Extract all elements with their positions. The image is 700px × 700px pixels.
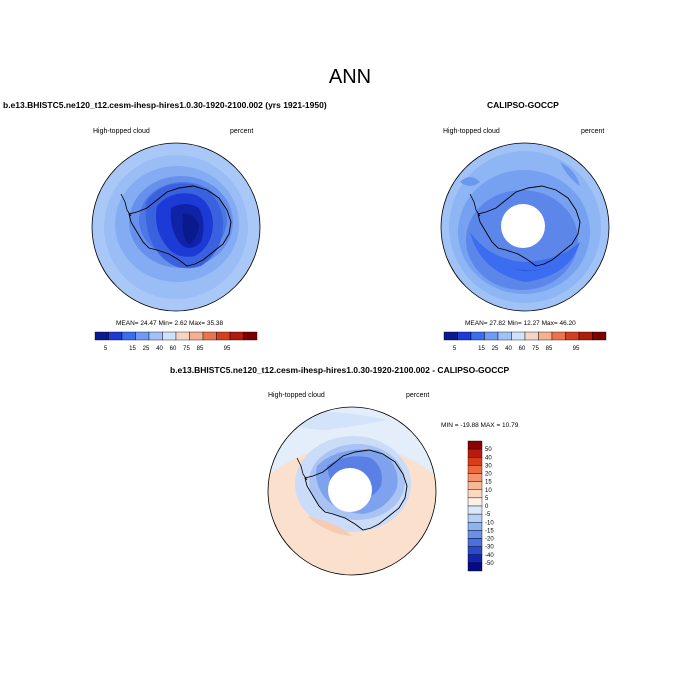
colorbar-tick-label: -20 [485, 537, 494, 543]
colorbar-swatch [467, 522, 483, 531]
colorbar-swatch [538, 331, 553, 341]
colorbar-swatch [135, 331, 150, 341]
colorbar-swatch [551, 331, 566, 341]
colorbar-tick-label: 10 [485, 488, 492, 494]
difference-case-title: b.e13.BHISTC5.ne120_t12.cesm-ihesp-hires… [170, 365, 510, 375]
colorbar-tick-label: 60 [519, 346, 526, 352]
colorbar-tick-label: 75 [183, 346, 190, 352]
colorbar-swatch [243, 331, 258, 341]
colorbar-swatch [108, 331, 123, 341]
colorbar-swatch [467, 546, 483, 555]
colorbar-tick-label: 5 [453, 346, 457, 352]
colorbar-swatch [497, 331, 512, 341]
colorbar-tick-label: 60 [170, 346, 177, 352]
variable-label: High-topped cloud [268, 392, 325, 399]
colorbar-swatch [524, 331, 539, 341]
colorbar-tick-label: -10 [485, 520, 494, 526]
colorbar-tick-label: 30 [485, 463, 492, 469]
colorbar-swatch [467, 497, 483, 507]
colorbar-tick-label: 75 [532, 346, 539, 352]
colorbar-tick-label: 25 [143, 346, 150, 352]
colorbar-tick-label: 40 [505, 346, 512, 352]
colorbar-swatch [467, 473, 483, 482]
colorbar-swatch [467, 448, 483, 458]
colorbar: 5 15 25 40 60 75 85 95 [94, 331, 258, 352]
units-label: percent [406, 392, 430, 399]
colorbar-tick-label: 50 [485, 447, 492, 453]
colorbar-swatch [578, 331, 593, 341]
colorbar-swatch [467, 562, 483, 572]
units-label: percent [581, 128, 605, 135]
colorbar-tick-label: 0 [485, 504, 489, 510]
colorbar-tick-label: -40 [485, 553, 494, 559]
colorbar-swatch [162, 331, 177, 341]
model-polar-map [91, 142, 261, 312]
colorbar-tick-label: 5 [104, 346, 108, 352]
variable-label: High-topped cloud [93, 128, 150, 135]
stats-text: MEAN= 27.82 Min= 12.27 Max= 46.20 [465, 320, 576, 327]
colorbar-swatch [467, 513, 483, 523]
obs-case-title: CALIPSO-GOCCP [487, 100, 559, 110]
colorbar-swatch [565, 331, 580, 341]
colorbar-tick-label: 20 [485, 472, 492, 478]
stats-text: MEAN= 24.47 Min= 2.62 Max= 35.38 [116, 320, 224, 327]
page-title: ANN [328, 66, 372, 88]
colorbar-swatch [121, 331, 136, 341]
colorbar-swatch [467, 465, 483, 474]
colorbar-tick-label: -50 [485, 561, 494, 567]
colorbar-swatch [592, 331, 607, 341]
colorbar-swatch [467, 457, 483, 466]
colorbar-swatch [216, 331, 231, 341]
colorbar-tick-label: 85 [197, 346, 204, 352]
colorbar-tick-label: 25 [492, 346, 499, 352]
colorbar-swatch [467, 538, 483, 547]
colorbar-tick-label: 15 [129, 346, 136, 352]
colorbar-swatch [511, 331, 526, 341]
colorbar-swatch [467, 530, 483, 539]
variable-label: High-topped cloud [443, 128, 500, 135]
colorbar-tick-label: 85 [546, 346, 553, 352]
colorbar-swatch [470, 331, 485, 341]
colorbar-tick-label: 5 [485, 496, 489, 502]
obs-polar-map [440, 142, 610, 312]
colorbar-swatch [467, 440, 483, 450]
colorbar-swatch [94, 331, 109, 341]
colorbar-tick-label: -30 [485, 545, 494, 551]
colorbar-tick-label: 15 [478, 346, 485, 352]
colorbar-swatch [175, 331, 190, 341]
colorbar-tick-label: 95 [224, 346, 231, 352]
colorbar-swatch [467, 489, 483, 499]
colorbar-swatch [467, 505, 483, 515]
stats-text: MIN = -19.88 MAX = 10.79 [441, 422, 519, 429]
colorbar-tick-label: -5 [485, 512, 491, 518]
colorbar-swatch [229, 331, 244, 341]
colorbar: 5 15 25 40 60 75 85 95 [443, 331, 607, 352]
colorbar-swatch [484, 331, 499, 341]
colorbar-swatch [457, 331, 472, 341]
colorbar-tick-label: 40 [485, 455, 492, 461]
colorbar-tick-label: 40 [156, 346, 163, 352]
model-case-title: b.e13.BHISTC5.ne120_t12.cesm-ihesp-hires… [3, 100, 327, 110]
colorbar-swatch [148, 331, 163, 341]
colorbar-swatch [189, 331, 204, 341]
units-label: percent [230, 128, 254, 135]
colorbar-tick-label: 15 [485, 480, 492, 486]
colorbar-swatch [467, 554, 483, 564]
colorbar-swatch [202, 331, 217, 341]
colorbar-swatch [443, 331, 458, 341]
colorbar-swatch [467, 481, 483, 490]
difference-polar-map [267, 406, 437, 576]
colorbar-tick-label: 95 [573, 346, 580, 352]
colorbar-tick-label: -15 [485, 528, 494, 534]
